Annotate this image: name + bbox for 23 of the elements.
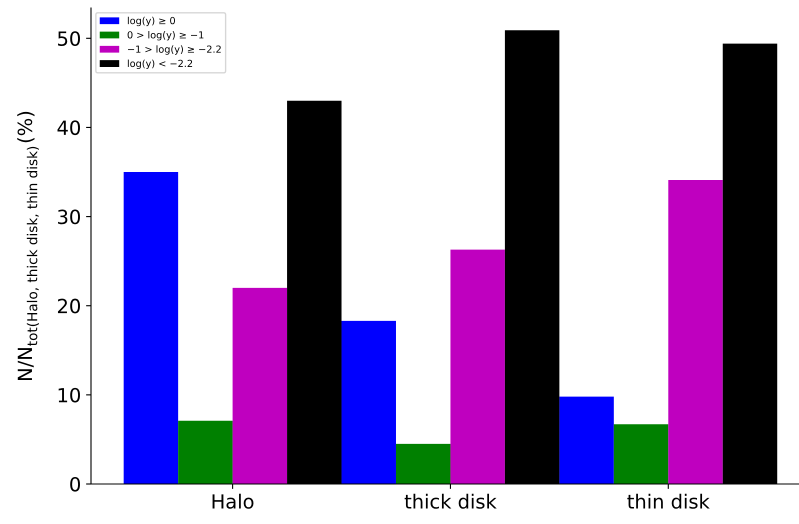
- y-tick-label: 40: [57, 120, 80, 136]
- y-tick-label: 50: [58, 31, 80, 46]
- bar: [232, 288, 288, 484]
- y-tick-label: 0: [70, 476, 80, 492]
- bar: [178, 420, 233, 484]
- x-tick-label: thin disk: [627, 494, 710, 509]
- bar: [614, 424, 668, 484]
- y-tick-label: 20: [58, 298, 80, 314]
- x-tick-label: thick disk: [404, 494, 497, 509]
- y-tick-label: 10: [58, 388, 80, 403]
- legend-label: 0 > log(y) ≥ −1: [128, 31, 204, 40]
- legend-label: log(y) < −2.2: [128, 60, 192, 69]
- bar: [668, 180, 723, 484]
- bar: [450, 250, 505, 484]
- x-tick-label: Halo: [212, 494, 254, 509]
- bar: [124, 172, 178, 484]
- y-axis-title: N/Ntot(Halo, thick disk, thin disk)(%): [17, 112, 39, 380]
- legend-label: −1 > log(y) ≥ −2.2: [128, 45, 221, 55]
- bar: [559, 396, 614, 484]
- y-tick-label: 30: [58, 210, 80, 224]
- legend-label: log(y) ≥ 0: [128, 16, 175, 26]
- bar: [342, 320, 396, 484]
- bar: [396, 444, 450, 484]
